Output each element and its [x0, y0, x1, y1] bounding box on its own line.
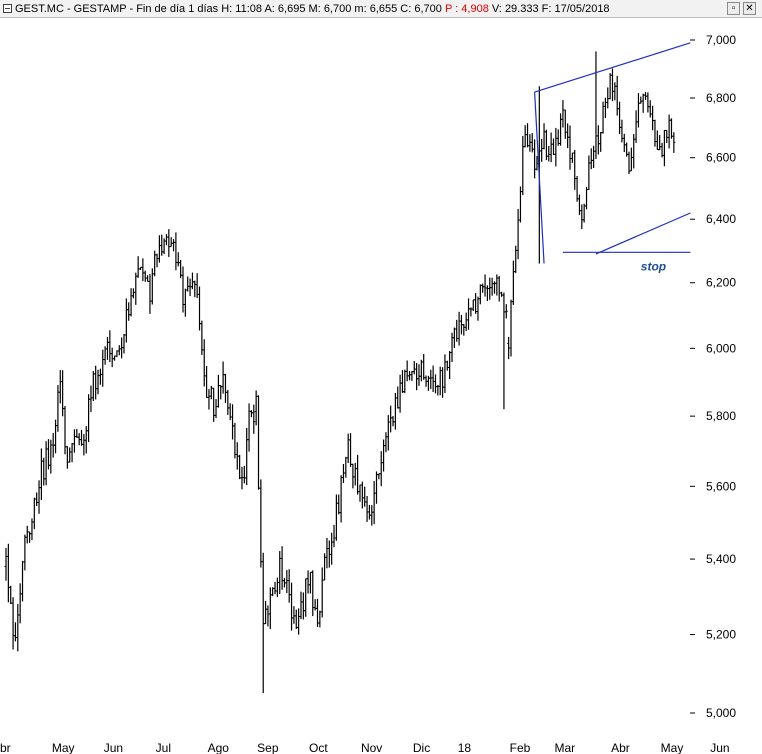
x-axis-labels: br May Jun Jul Ago Sep Oct Nov Dic 18 Feb Mar Abr May… — [0, 741, 730, 754]
x-tick-label: Jun — [104, 741, 123, 754]
y-tick-label: 5,600 — [706, 479, 736, 493]
y-tick-label: 6,800 — [706, 91, 736, 105]
ohlc-bar — [672, 132, 676, 153]
x-tick-label: May — [52, 741, 75, 754]
c-value: 6,700 — [414, 3, 442, 15]
x-tick-label: 18 — [458, 741, 472, 754]
title-bar: GEST.MC - GESTAMP - Fin de día 1 días H:… — [0, 0, 762, 18]
trendline-channel-left — [534, 92, 545, 264]
y-tick-label: 6,200 — [706, 276, 736, 290]
m-value: 6,700 — [323, 3, 352, 15]
x-tick-label: Abr — [611, 741, 630, 754]
y-tick-label: 7,000 — [706, 33, 736, 47]
ohlc-bar — [252, 404, 256, 434]
h-label: H: — [221, 3, 233, 15]
x-tick-label: Jul — [156, 741, 171, 754]
ohlc-bar — [504, 304, 508, 319]
symbol-label: GEST.MC - GESTAMP - Fin de día 1 días — [15, 3, 219, 15]
y-axis-labels: 5,000 5,200 5,400 5,600 5,800 6,000 6,200 6,400… — [706, 33, 736, 720]
y-tick-label: 5,400 — [706, 552, 736, 566]
y-tick-label: 5,000 — [706, 706, 736, 720]
y-tick-label: 6,000 — [706, 341, 736, 355]
chart-background — [0, 18, 762, 754]
x-tick-label: Feb — [510, 741, 531, 754]
c-label: C: — [400, 3, 412, 15]
quote-header: GEST.MC - GESTAMP - Fin de día 1 días H:… — [15, 0, 610, 18]
m-label: M: — [308, 3, 321, 15]
trendline-channel-upper — [534, 42, 691, 93]
a-value: 6,695 — [277, 3, 306, 15]
x-tick-label: Ago — [208, 741, 230, 754]
p-value: 4,908 — [461, 3, 489, 15]
a-label: A: — [264, 3, 275, 15]
v-label: V: — [491, 3, 502, 15]
restore-button[interactable]: ▫ — [727, 2, 740, 15]
y-tick-label: 5,800 — [706, 409, 736, 423]
x-tick-label: Mar — [554, 741, 575, 754]
trendlines — [534, 42, 691, 264]
f-label: F: — [541, 3, 552, 15]
y-tick-label: 5,200 — [706, 628, 736, 642]
x-tick-label: May — [661, 741, 684, 754]
x-tick-label: Dic — [413, 741, 430, 754]
p-label: P : — [444, 3, 459, 15]
h-value: 11:08 — [235, 3, 262, 15]
close-button[interactable]: ✕ — [743, 2, 756, 15]
price-chart[interactable]: 5,000 5,200 5,400 5,600 5,800 6,000 6,200 6,400… — [0, 18, 762, 754]
trendline-channel-lower — [595, 212, 691, 255]
y-tick-label: 6,400 — [706, 212, 736, 226]
x-tick-label: Nov — [361, 741, 382, 754]
min-value: 6,655 — [369, 3, 398, 15]
annotations: stop — [641, 260, 666, 274]
x-tick-label: Jun — [710, 741, 729, 754]
min-label: m: — [354, 3, 367, 15]
window-icon — [3, 4, 12, 13]
v-value: 29.333 — [504, 3, 539, 15]
y-axis-ticks — [690, 39, 695, 714]
y-tick-label: 6,600 — [706, 151, 736, 165]
x-tick-label: Sep — [257, 741, 279, 754]
x-tick-label: Oct — [309, 741, 328, 754]
x-tick-label: br — [0, 741, 11, 754]
ohlc-bars — [4, 51, 676, 694]
f-value: 17/05/2018 — [554, 3, 610, 15]
annotation-stop: stop — [641, 260, 666, 274]
